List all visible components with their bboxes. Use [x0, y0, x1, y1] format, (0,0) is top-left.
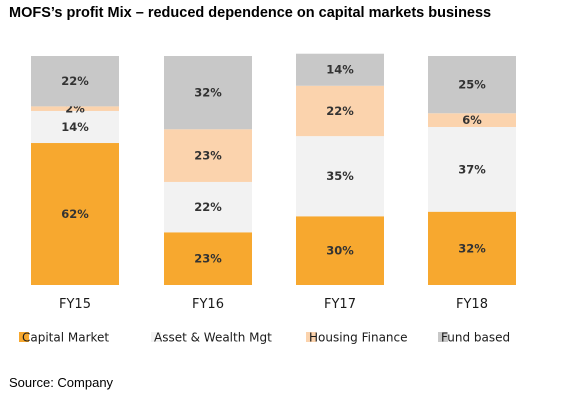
data-label-fy16-asset-wealth-mgt: 22% — [194, 200, 222, 214]
x-tick-label-fy18: FY18 — [456, 297, 488, 312]
data-label-fy17-asset-wealth-mgt: 35% — [326, 169, 354, 183]
bar-fy15-fund-based — [31, 56, 119, 107]
data-label-fy15-fund-based: 22% — [61, 74, 89, 88]
data-label-fy15-capital-market: 62% — [61, 207, 89, 221]
data-label-fy17-housing-finance: 22% — [326, 104, 354, 118]
legend-label-asset-wealth-mgt: Asset & Wealth Mgt — [154, 331, 272, 345]
chart-title: MOFS’s profit Mix – reduced dependence o… — [9, 5, 492, 21]
data-label-fy17-fund-based: 14% — [326, 63, 354, 77]
bar-fy16-asset-wealth-mgt — [164, 181, 252, 233]
legend-swatch-capital-market — [19, 332, 29, 342]
bar-fy18-fund-based — [428, 56, 516, 114]
data-label-fy18-fund-based: 25% — [458, 78, 486, 92]
data-label-fy16-housing-finance: 23% — [194, 149, 222, 163]
legend-swatch-asset-wealth-mgt — [151, 332, 161, 342]
bar-fy15-housing-finance — [31, 106, 119, 111]
legend-swatch-housing-finance — [306, 332, 316, 342]
data-label-fy16-capital-market: 23% — [194, 252, 222, 266]
bar-fy17-asset-wealth-mgt — [296, 136, 384, 217]
x-tick-label-fy15: FY15 — [59, 297, 91, 312]
source-note: Source: Company — [9, 375, 114, 390]
data-label-fy18-asset-wealth-mgt: 37% — [458, 162, 486, 176]
data-label-fy17-capital-market: 30% — [326, 244, 354, 258]
data-label-fy18-housing-finance: 6% — [462, 113, 482, 127]
legend-label-fund-based: Fund based — [441, 331, 510, 345]
bar-fy18-asset-wealth-mgt — [428, 126, 516, 212]
bar-fy18-housing-finance — [428, 113, 516, 127]
bar-fy17-capital-market — [296, 216, 384, 285]
data-label-fy16-fund-based: 32% — [194, 86, 222, 100]
legend: Capital Market Asset & Wealth Mgt Housing … — [19, 331, 510, 345]
bars-group: 62%14%2%22%23%22%23%32%30%35%22%14%32%37… — [31, 53, 516, 285]
bar-fy15-capital-market — [31, 143, 119, 285]
bar-fy16-capital-market — [164, 232, 252, 285]
bar-fy18-capital-market — [428, 211, 516, 285]
legend-label-housing-finance: Housing Finance — [309, 331, 408, 345]
legend-label-capital-market: Capital Market — [22, 331, 109, 345]
x-tick-label-fy16: FY16 — [192, 297, 224, 312]
bar-fy17-housing-finance — [296, 85, 384, 137]
bar-fy15-asset-wealth-mgt — [31, 110, 119, 144]
data-label-fy15-asset-wealth-mgt: 14% — [61, 120, 89, 134]
data-label-fy18-capital-market: 32% — [458, 241, 486, 255]
x-tick-label-fy17: FY17 — [324, 297, 356, 312]
bar-fy17-fund-based — [296, 53, 384, 86]
bar-fy16-housing-finance — [164, 129, 252, 182]
bar-fy16-fund-based — [164, 56, 252, 130]
legend-swatch-fund-based — [438, 332, 448, 342]
x-axis-tick-labels: FY15 FY16 FY17 FY18 — [59, 297, 488, 312]
